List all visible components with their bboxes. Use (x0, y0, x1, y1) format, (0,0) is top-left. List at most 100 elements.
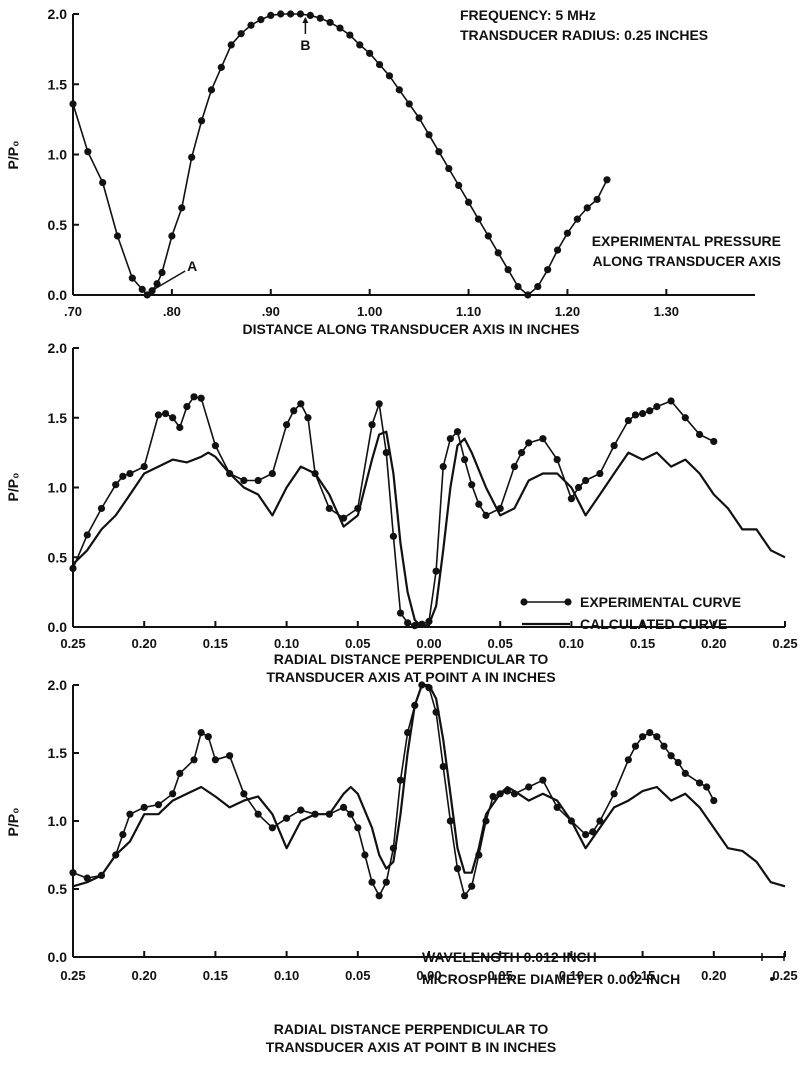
data-point (375, 400, 383, 408)
data-point (247, 21, 255, 29)
data-point (366, 49, 374, 57)
data-point (389, 532, 397, 540)
y-axis-label: P/P₀ (5, 808, 21, 837)
data-point (593, 195, 601, 204)
data-point (296, 10, 305, 18)
data-point (674, 758, 682, 767)
data-point (112, 481, 120, 489)
data-point (539, 776, 547, 784)
y-axis-label: P/P₀ (5, 141, 21, 170)
data-point (468, 481, 476, 489)
data-point (336, 24, 344, 32)
data-point (461, 892, 469, 900)
x-tick-label: 0.05 (345, 968, 370, 983)
data-point (183, 402, 191, 411)
data-point (439, 763, 447, 771)
data-point (385, 72, 394, 80)
x-tick-label: 0.25 (772, 968, 797, 983)
data-point (97, 504, 106, 513)
data-point (681, 414, 689, 422)
data-point (525, 439, 533, 447)
data-point (168, 232, 176, 240)
data-point (143, 291, 151, 299)
data-point (304, 414, 312, 422)
x-axis-label: RADIAL DISTANCE PERPENDICULAR TO (274, 651, 549, 667)
data-point (140, 462, 148, 471)
data-point (176, 769, 184, 778)
data-point (211, 442, 219, 450)
data-point (624, 416, 632, 425)
x-tick-label: 0.25 (60, 968, 85, 983)
data-point (83, 874, 91, 882)
data-point (126, 810, 134, 818)
data-point (453, 428, 462, 436)
data-point (710, 437, 718, 446)
x-tick-label: 0.10 (274, 968, 299, 983)
y-tick-label: 0.0 (48, 949, 68, 965)
data-point (190, 393, 198, 401)
data-point (396, 609, 405, 617)
data-point (204, 733, 212, 741)
note-text: WAVELENGTH 0.012 INCH (422, 949, 597, 965)
data-point (439, 462, 447, 471)
data-point (703, 783, 711, 791)
data-point (582, 476, 590, 485)
y-tick-label: 1.0 (48, 147, 68, 163)
data-point (681, 769, 689, 778)
data-point (99, 179, 107, 187)
microsphere-dot (770, 977, 774, 981)
x-tick-label: 0.10 (559, 636, 584, 651)
point-b-label: B (300, 37, 310, 53)
data-point (484, 232, 492, 240)
data-point (84, 148, 92, 156)
data-point (395, 86, 403, 94)
data-point (646, 407, 654, 415)
data-point (517, 449, 526, 457)
x-tick-label: .90 (262, 304, 280, 319)
data-point (161, 409, 170, 418)
experimental-series-line (72, 395, 715, 627)
data-point (710, 797, 718, 805)
data-point (211, 756, 219, 764)
y-tick-label: 0.5 (48, 217, 68, 233)
data-point (563, 229, 572, 237)
data-point (267, 11, 275, 20)
data-point (446, 817, 454, 825)
data-point (237, 30, 245, 38)
data-point (158, 268, 166, 277)
data-point (354, 824, 362, 832)
data-point (257, 16, 265, 24)
data-point (153, 280, 161, 288)
data-point (297, 400, 305, 408)
point-a-label: A (187, 258, 197, 274)
x-tick-label: 0.10 (274, 636, 299, 651)
data-point (610, 442, 618, 450)
y-tick-label: 1.0 (48, 480, 68, 496)
data-point (425, 131, 433, 139)
data-point (277, 10, 285, 18)
data-point (339, 803, 348, 812)
y-tick-label: 1.5 (48, 410, 68, 426)
point-a-leader (150, 270, 186, 292)
data-point (283, 421, 291, 429)
data-point (297, 806, 305, 814)
data-point (226, 752, 234, 760)
data-point (539, 435, 547, 443)
x-tick-label: 1.20 (555, 304, 580, 319)
data-point (326, 18, 334, 27)
note-text: MICROSPHERE DIAMETER 0.002 INCH (422, 971, 680, 987)
experimental-series-line (72, 13, 608, 296)
x-axis-label-line-2: TRANSDUCER AXIS AT POINT A IN INCHES (266, 669, 555, 685)
data-point (154, 411, 163, 419)
data-point (375, 892, 383, 900)
data-point (596, 817, 604, 825)
x-tick-label: 0.00 (416, 968, 441, 983)
data-point (544, 266, 552, 274)
data-point (639, 733, 647, 741)
data-point (217, 63, 225, 71)
data-point (646, 729, 654, 737)
data-point (582, 831, 590, 839)
y-tick-label: 1.0 (48, 813, 68, 829)
data-point (119, 472, 127, 480)
